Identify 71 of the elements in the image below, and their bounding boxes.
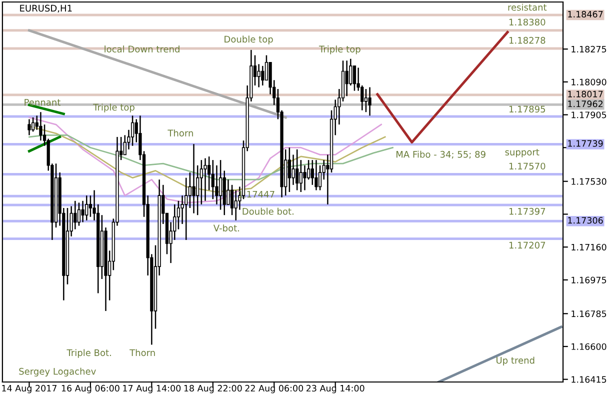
x-tick-label: 16 Aug 06:00: [62, 384, 120, 394]
candlestick: [192, 143, 196, 214]
line-series: [28, 116, 382, 204]
candlestick: [345, 60, 348, 97]
annotation: Sergey Logachev: [19, 368, 96, 376]
x-tick-label: 17 Aug 14:00: [123, 384, 181, 394]
x-tick-label: 14 Aug 2017: [2, 384, 57, 394]
y-tick-label: 1.17530: [572, 178, 606, 185]
annotation: resistant: [508, 4, 547, 11]
candlestick: [77, 202, 81, 226]
ref-line-label: 1.17306: [568, 217, 603, 224]
candlestick: [226, 178, 230, 206]
annotation: Pennant: [24, 98, 60, 106]
annotation: local Down trend: [104, 46, 180, 52]
candlestick: [184, 177, 188, 241]
annotation: MA Fibo - 34; 55; 89: [396, 150, 486, 159]
candlestick: [74, 200, 77, 230]
candlestick: [368, 86, 372, 116]
candlestick: [296, 148, 299, 191]
candlestick: [314, 159, 318, 191]
candlestick: [28, 118, 31, 136]
annotation: Thorn: [168, 129, 193, 136]
candlestick: [261, 65, 264, 86]
ref-line-label: 1.18017: [568, 90, 603, 98]
candlestick: [303, 164, 306, 191]
ref-line-label: 1.17962: [568, 100, 603, 108]
annotation: Triple top: [93, 104, 134, 112]
y-tick-label: 1.16975: [572, 276, 606, 284]
y-tick-label: 1.17905: [572, 112, 606, 118]
annotation: Triple Bot.: [66, 349, 111, 358]
candlestick: [310, 159, 314, 186]
annotation: Up trend: [496, 356, 534, 366]
y-tick-label: 1.16600: [572, 343, 606, 350]
annotation: 1.18278: [509, 36, 546, 44]
annotation: 1.18380: [509, 18, 546, 26]
candlestick: [85, 194, 88, 222]
candlestick: [292, 154, 295, 186]
annotation: V-bot.: [213, 224, 239, 232]
candlestick: [364, 88, 368, 113]
candlestick: [299, 159, 302, 193]
annotation: 1.17895: [509, 106, 546, 113]
x-tick-label: 22 Aug 06:00: [245, 384, 304, 394]
candlestick: [352, 65, 356, 92]
candlestick: [188, 172, 192, 209]
ref-line-label: 1.18467: [568, 10, 603, 18]
x-tick-label: 23 Aug 14:00: [306, 384, 364, 394]
y-tick-label: 1.16415: [572, 376, 606, 383]
candlestick: [200, 159, 203, 206]
chart-title: EURUSD,H1: [20, 4, 72, 13]
annotation: Thorn: [130, 349, 155, 356]
candlestick: [31, 116, 35, 132]
annotation: 1.17207: [509, 242, 546, 249]
annotation: Double bot.: [242, 208, 294, 215]
y-tick-label: 1.16785: [572, 310, 606, 318]
candlestick: [130, 115, 134, 146]
annotation: 1.17397: [509, 208, 546, 215]
y-tick-label: 1.18275: [572, 46, 606, 53]
candlestick: [218, 159, 222, 210]
x-tick-label: 18 Aug 22:00: [184, 384, 242, 394]
annotation: support: [505, 149, 540, 158]
y-tick-label: 1.17160: [572, 244, 606, 250]
candlestick: [81, 200, 84, 223]
candlestick: [204, 158, 207, 202]
candlestick: [288, 146, 291, 193]
candlestick: [257, 64, 260, 88]
y-tick-label: 1.18090: [572, 78, 606, 86]
candlestick: [234, 190, 238, 222]
ref-line-label: 1.17739: [568, 140, 603, 147]
annotation: 1.17570: [509, 162, 546, 170]
annotation: Triple top: [318, 46, 360, 54]
annotation: Double top: [224, 36, 273, 44]
